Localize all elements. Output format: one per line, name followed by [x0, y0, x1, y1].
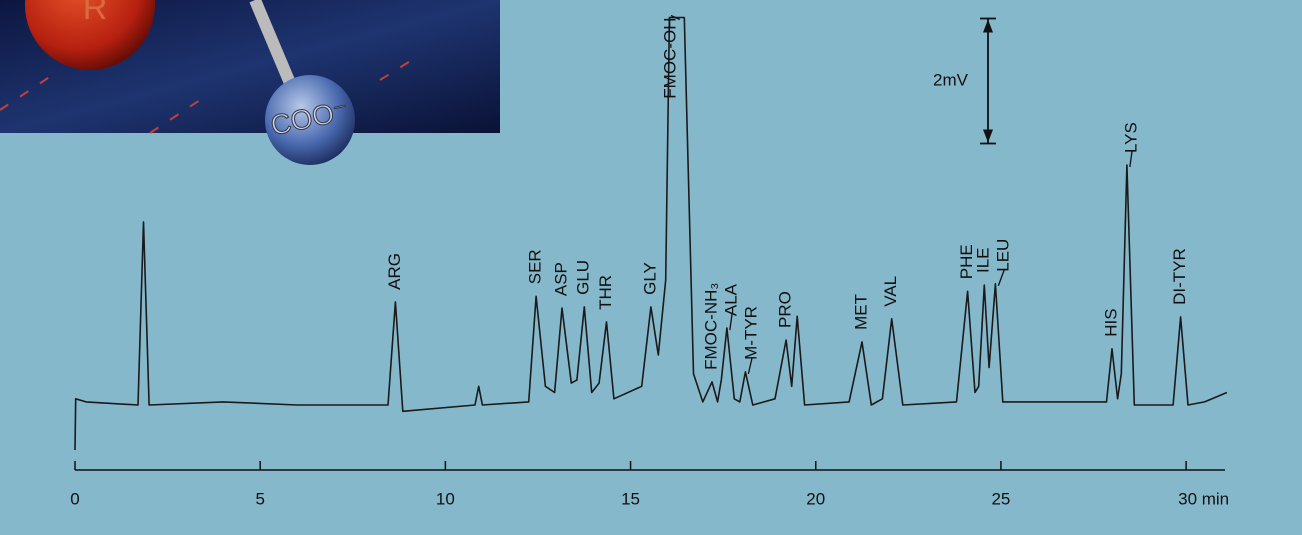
peak-label: FMOC-OH	[660, 18, 679, 99]
label-arrow	[1129, 150, 1133, 168]
peak-label: FMOC-NH₃	[702, 283, 721, 370]
x-tick-label: 20	[806, 489, 825, 508]
peak-label: PRO	[776, 291, 795, 328]
peak-label: LEU	[994, 239, 1013, 272]
label-arrow	[729, 314, 733, 331]
peak-label: M-TYR	[742, 306, 761, 360]
scale-bar: 2mV	[933, 17, 996, 145]
trace	[74, 16, 1228, 451]
x-tick-label: 5	[255, 489, 264, 508]
label-arrow	[670, 14, 681, 21]
label-arrow	[997, 269, 1005, 286]
peak-label: ASP	[552, 262, 571, 296]
scale-bar-label: 2mV	[933, 70, 969, 89]
peak-label: DI-TYR	[1170, 248, 1189, 305]
peak-label: GLY	[640, 262, 659, 295]
peak-label: SER	[526, 249, 545, 284]
inset-image: R COO⁻	[0, 0, 500, 165]
peak-label: PHE	[957, 244, 976, 279]
x-tick-label: 25	[991, 489, 1010, 508]
scale-bar-arrow	[983, 19, 993, 33]
x-tick-label: 30 min	[1178, 489, 1229, 508]
peak-label: ILE	[974, 247, 993, 273]
x-tick-label: 15	[621, 489, 640, 508]
inset-label: R	[83, 0, 108, 27]
peak-label: GLU	[574, 260, 593, 295]
label-arrow	[747, 357, 753, 375]
peak-label: THR	[596, 275, 615, 310]
scale-bar-arrow	[983, 129, 993, 143]
peak-label: ALA	[722, 283, 741, 316]
peak-label: HIS	[1102, 308, 1121, 336]
peak-label: MET	[852, 294, 871, 330]
peak-label: VAL	[881, 276, 900, 307]
x-tick-label: 0	[70, 489, 79, 508]
peak-label: LYS	[1122, 122, 1141, 153]
peak-label: ARG	[385, 253, 404, 290]
x-tick-label: 10	[436, 489, 455, 508]
